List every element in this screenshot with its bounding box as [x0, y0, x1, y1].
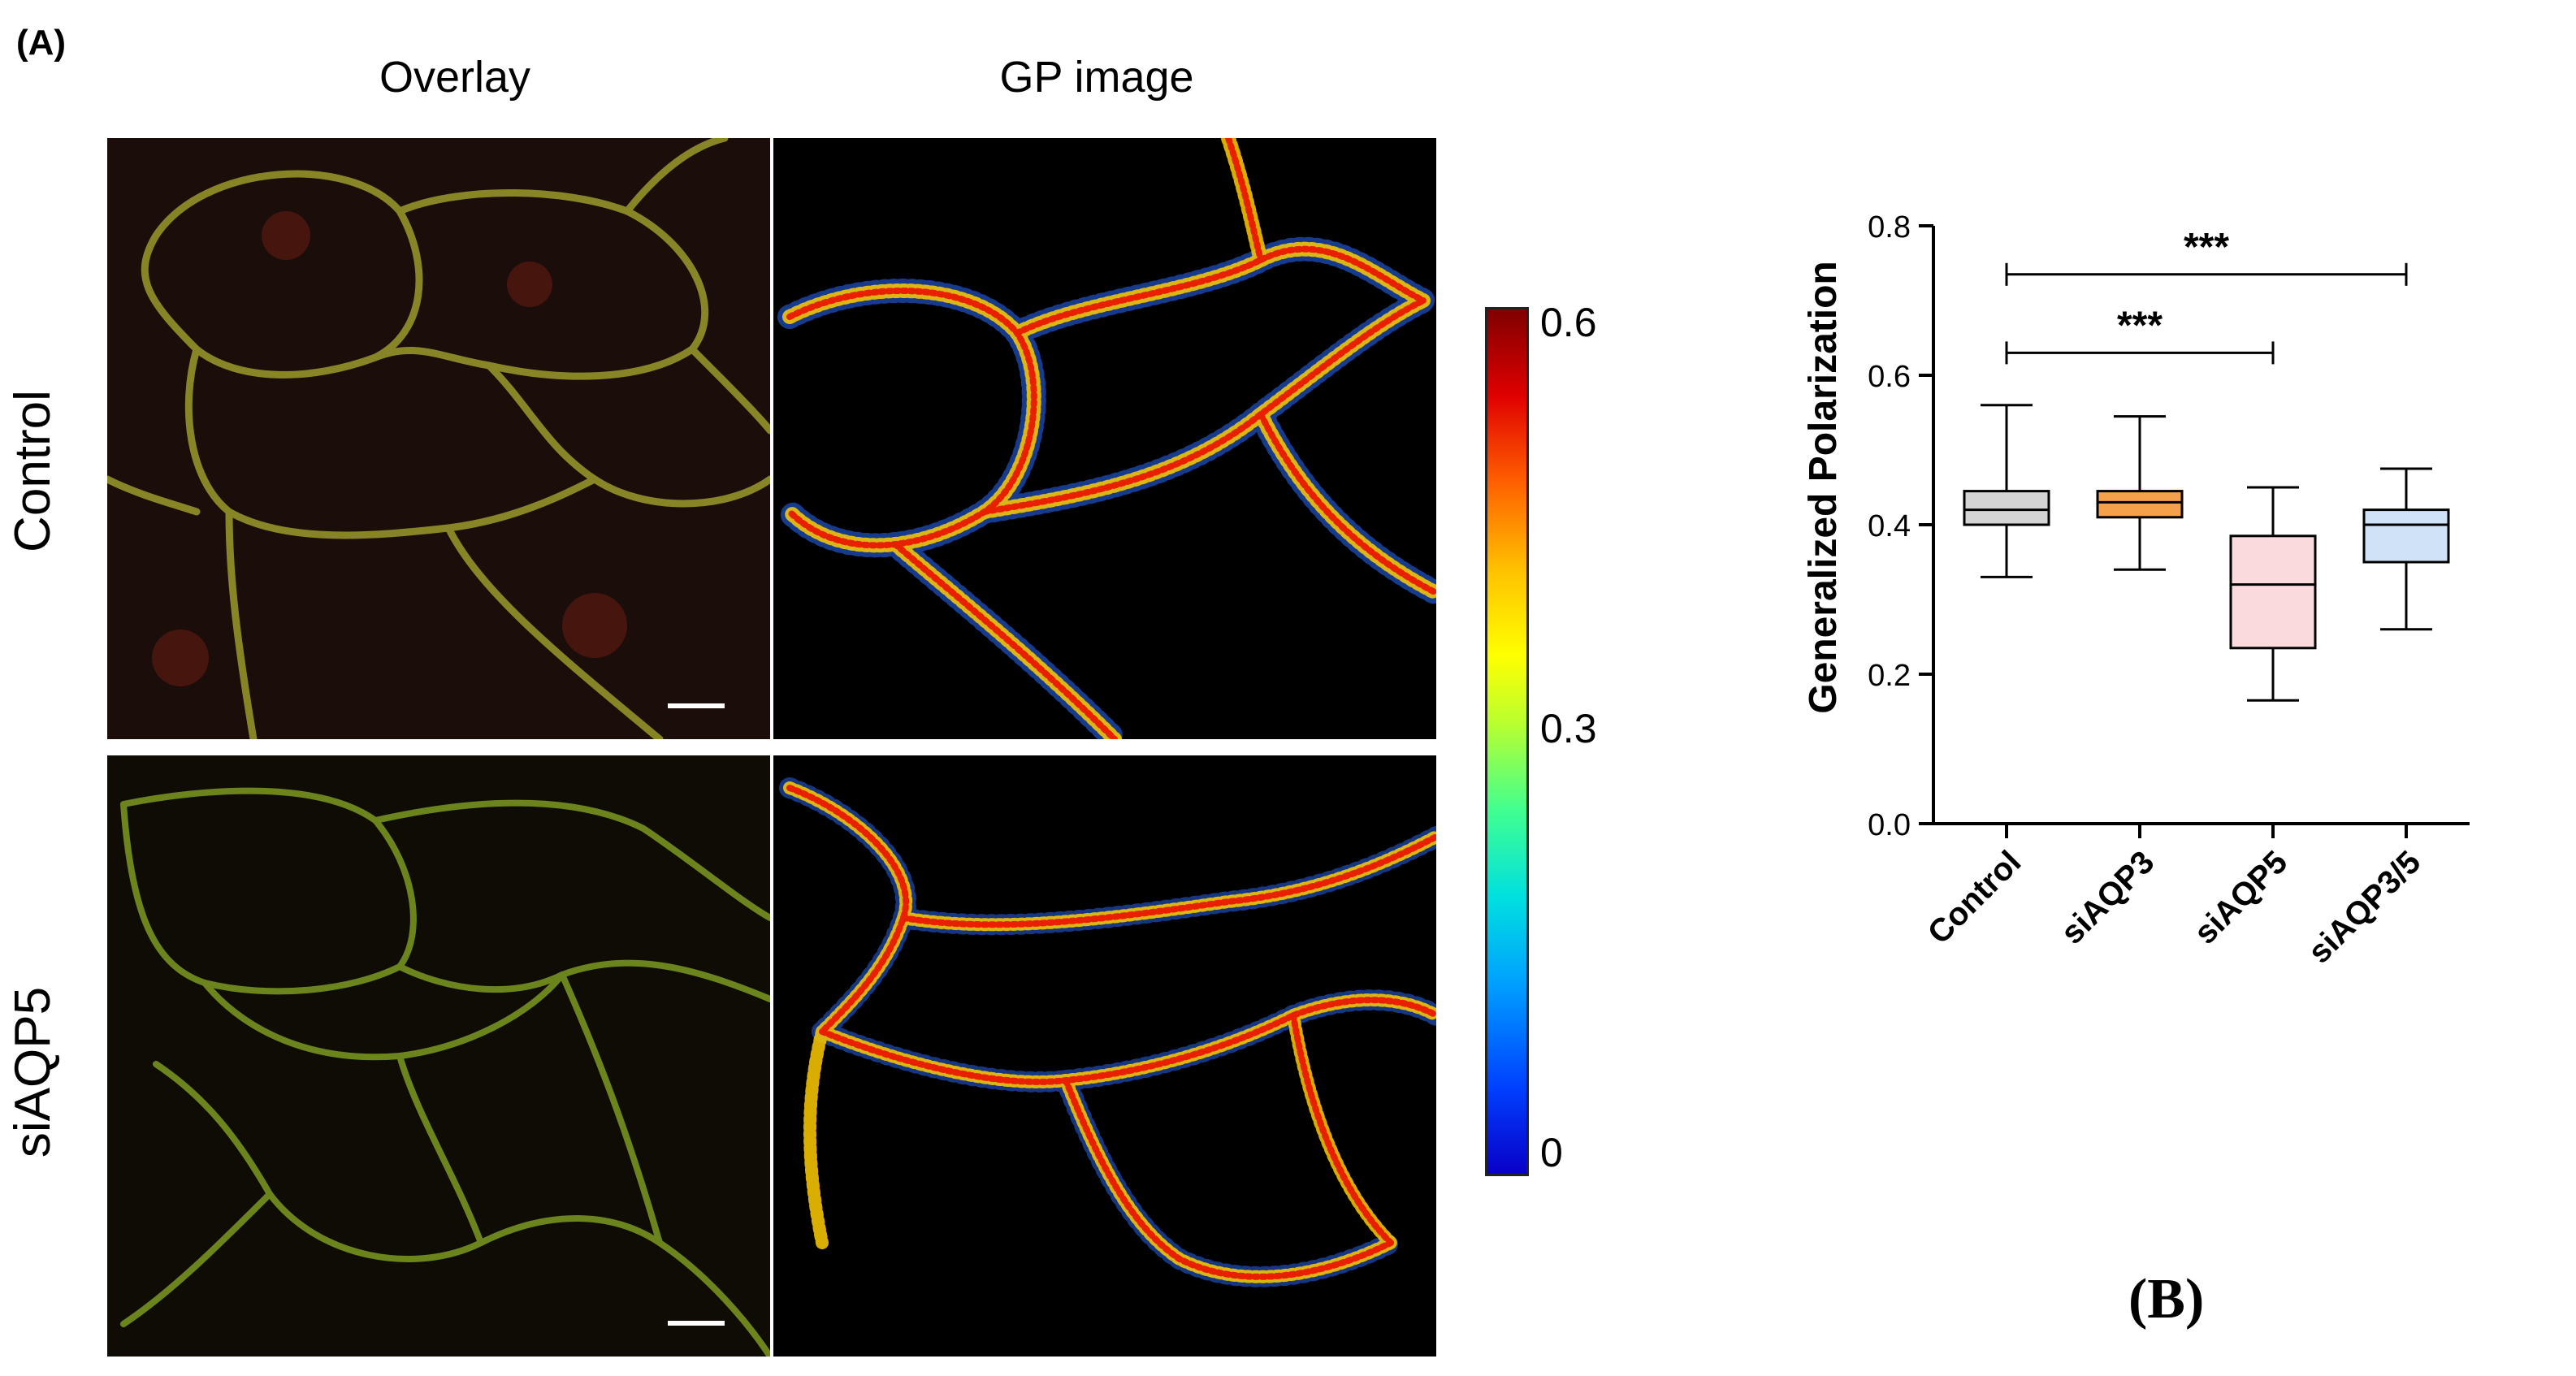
- x-tick-label: siAQP3/5: [2301, 844, 2427, 970]
- box-siaqp5: [2229, 534, 2317, 650]
- colorbar-mid-label: 0.3: [1540, 706, 1597, 751]
- y-tick-label: 0.6: [1868, 360, 1911, 394]
- y-tick-label: 0.2: [1868, 659, 1911, 693]
- column-title-gp-image: GP image: [999, 53, 1194, 102]
- box-siaqp3: [2096, 490, 2184, 519]
- y-tick-label: 0.8: [1868, 210, 1911, 244]
- y-tick-label: 0.0: [1868, 808, 1911, 842]
- x-tick-label: siAQP5: [2188, 844, 2295, 951]
- scale-bar: [668, 703, 725, 708]
- scale-bar: [668, 1321, 725, 1326]
- gp-colorbar: [1485, 307, 1529, 1176]
- overlay-image-siaqp5: [107, 755, 770, 1357]
- panel-b-label: (B): [2128, 1268, 2205, 1331]
- y-tick-label: 0.4: [1868, 509, 1911, 543]
- row-label-siaqp5: siAQP5: [5, 986, 61, 1158]
- box-siaqp35: [2362, 508, 2450, 564]
- y-axis-label: Generalized Polarization: [1802, 261, 1845, 713]
- panel-a-label: (A): [16, 23, 67, 63]
- significance-stars: ***: [2117, 304, 2163, 347]
- row-label-control: Control: [5, 390, 61, 552]
- significance-stars: ***: [2184, 226, 2229, 269]
- gp-image-control: [773, 138, 1436, 739]
- box-plot: Generalized Polarization 0.0 0.2 0.4 0.6 0.8…: [1802, 210, 2470, 971]
- colorbar-min-label: 0: [1540, 1130, 1563, 1175]
- colorbar-max-label: 0.6: [1540, 300, 1597, 345]
- x-tick-label: siAQP3: [2054, 844, 2162, 951]
- column-title-overlay: Overlay: [379, 53, 531, 102]
- overlay-image-control: [107, 138, 770, 739]
- x-tick-label: Control: [1921, 844, 2028, 951]
- gp-image-siaqp5: [773, 755, 1436, 1357]
- box-control: [1963, 490, 2050, 526]
